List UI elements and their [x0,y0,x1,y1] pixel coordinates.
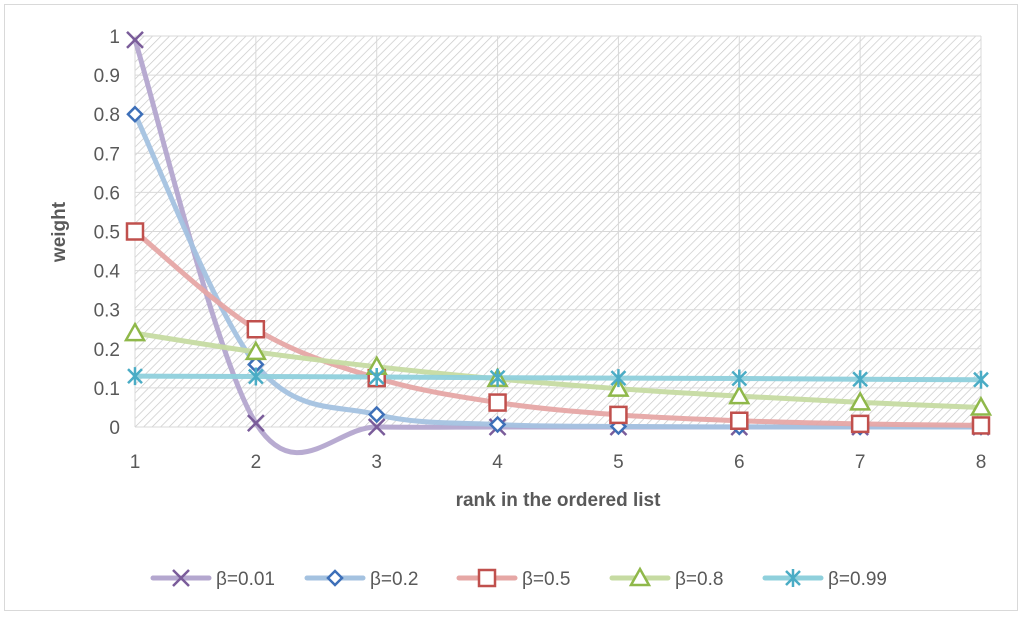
gridlines [134,35,982,428]
x-tick-label: 1 [130,452,141,473]
legend-label: β=0.8 [675,569,723,590]
legend-label: β=0.99 [828,569,887,590]
data-point [367,418,386,436]
y-tick-label: 0.5 [94,223,120,244]
data-point [488,415,507,434]
series-markers [123,31,993,436]
data-point [125,222,145,241]
x-tick-label: 4 [492,452,503,473]
legend-label: β=0.01 [216,569,275,590]
legend-marker [477,568,497,588]
data-point [126,105,144,123]
legend-label: β=0.5 [522,569,570,590]
y-tick-label: 0.8 [94,105,120,126]
y-tick-label: 0.4 [94,262,121,283]
legend-marker [326,569,344,587]
y-axis-ticks: 0 0.1 0.2 0.3 0.4 0.5 0.6 0.7 0.8 0.9 1 [94,27,121,439]
y-tick-label: 0 [109,418,120,439]
data-point [607,377,630,397]
y-tick-label: 0.3 [94,301,120,322]
y-tick-label: 0.2 [94,340,120,361]
data-point [609,405,628,425]
x-tick-label: 7 [855,452,866,473]
data-point [969,395,993,416]
chart-area: 0 0.1 0.2 0.3 0.4 0.5 0.6 0.7 0.8 0.9 1 1 2 3 4 5 6 7 8 w… [4,4,1018,611]
series-line [132,373,984,383]
data-point [368,367,385,386]
data-point [852,370,869,389]
legend-item: β=0.01 [150,569,275,590]
y-tick-label: 1 [109,27,120,48]
x-tick-label: 8 [976,452,987,473]
data-point [850,414,870,434]
legend-item: β=0.8 [609,566,723,590]
data-point [730,411,749,430]
series-line [132,330,984,410]
data-point [246,320,266,339]
y-tick-label: 0.9 [94,66,120,87]
data-point [728,384,751,405]
legend-item: β=0.2 [304,569,418,590]
data-point [367,405,386,424]
legend-marker [172,569,190,587]
legend-marker [628,566,652,587]
data-point [973,370,989,389]
data-point [127,367,143,386]
x-tick-label: 3 [371,452,382,473]
data-point [610,369,627,388]
y-tick-label: 0.1 [94,379,120,400]
data-point [247,367,264,386]
data-point [246,414,265,433]
data-point [731,369,748,388]
legend-item: β=0.99 [762,569,887,590]
x-tick-label: 2 [251,452,262,473]
legend-item: β=0.5 [456,568,570,590]
data-point [849,390,872,411]
y-axis-title: weight [49,201,70,263]
x-axis-title: rank in the ordered list [456,490,661,511]
data-point [971,416,991,435]
x-tick-label: 5 [613,452,624,473]
data-point [244,340,267,361]
data-point [489,368,506,387]
y-tick-label: 0.6 [94,183,120,204]
legend-label: β=0.2 [370,569,418,590]
y-tick-label: 0.7 [94,144,120,165]
legend-marker [785,569,801,587]
data-point [126,31,144,49]
line-chart: 0 0.1 0.2 0.3 0.4 0.5 0.6 0.7 0.8 0.9 1 1 2 3 4 5 6 7 8 w… [49,27,993,590]
legend: β=0.01 β=0.2 β=0.5 β=0.8 β=0.99 [150,566,887,590]
data-point [123,321,147,342]
data-point [488,393,507,412]
x-tick-label: 6 [734,452,745,473]
x-axis-ticks: 1 2 3 4 5 6 7 8 [130,452,987,473]
